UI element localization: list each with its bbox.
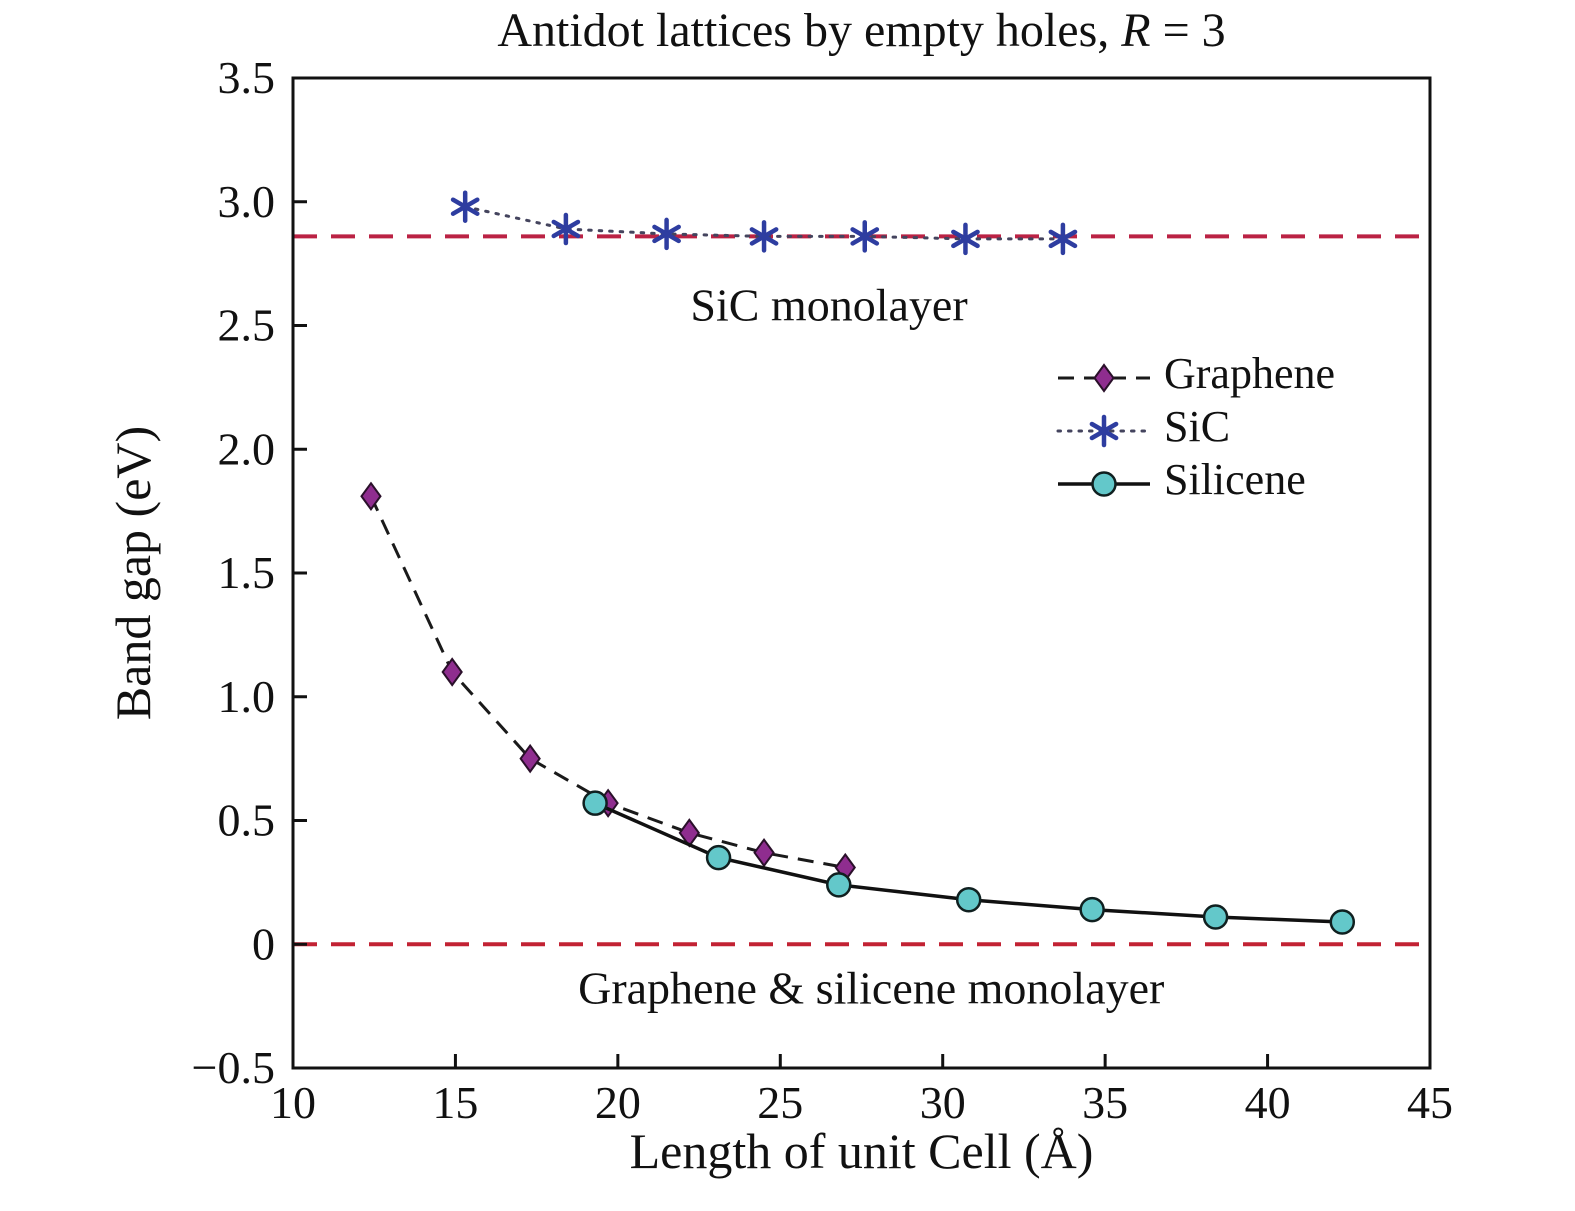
legend-entry-sic: SiC <box>1056 402 1230 451</box>
y-tick-label: 0.5 <box>218 795 276 846</box>
legend-entry-silicene: Silicene <box>1058 455 1306 504</box>
series-silicene <box>582 790 1356 935</box>
y-tick-label: 2.5 <box>218 300 276 351</box>
legend-entry-graphene: Graphene <box>1058 349 1335 398</box>
chart-title: Antidot lattices by empty holes, R = 3 <box>497 4 1225 57</box>
legend-label: Graphene <box>1164 349 1335 398</box>
x-tick-label: 40 <box>1245 1077 1291 1128</box>
annotations: SiC monolayer Graphene & silicene monolay… <box>578 280 1164 1014</box>
legend-label: SiC <box>1164 402 1230 451</box>
axes: 10 15 20 25 30 35 40 45 −0.5 0 0.5 1.0 1.5 2.0 2.5 3.0 3… <box>192 52 1453 1128</box>
y-tick-label: 3.0 <box>218 176 276 227</box>
x-tick-label: 25 <box>757 1077 803 1128</box>
x-axis-label: Length of unit Cell (Å) <box>630 1123 1094 1179</box>
x-tick-label: 45 <box>1407 1077 1453 1128</box>
y-tick-label: 1.5 <box>218 547 276 598</box>
x-tick-label: 30 <box>920 1077 966 1128</box>
y-tick-label: 2.0 <box>218 423 276 474</box>
series-graphene <box>360 481 856 883</box>
x-tick-label: 35 <box>1082 1077 1128 1128</box>
y-tick-label: 1.0 <box>218 671 276 722</box>
y-tick-label: 0 <box>252 918 275 969</box>
annotation-1: Graphene & silicene monolayer <box>578 963 1164 1014</box>
x-tick-label: 15 <box>432 1077 478 1128</box>
y-tick-label: −0.5 <box>192 1042 275 1093</box>
legend-label: Silicene <box>1164 455 1306 504</box>
y-axis-label: Band gap (eV) <box>105 426 161 720</box>
y-tick-label: 3.5 <box>218 52 276 103</box>
annotation-0: SiC monolayer <box>690 280 967 331</box>
x-tick-label: 10 <box>270 1077 316 1128</box>
series-sic <box>450 190 1078 256</box>
x-tick-label: 20 <box>595 1077 641 1128</box>
